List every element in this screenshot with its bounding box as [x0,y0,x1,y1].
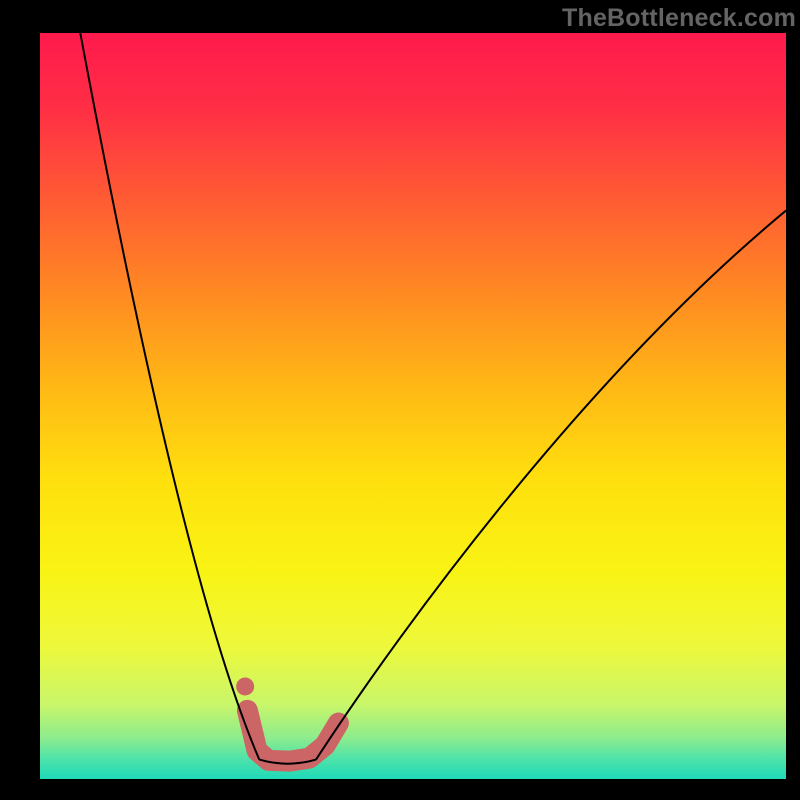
chart-svg [40,33,786,779]
heatmap-gradient-background [40,33,786,779]
plot-area [40,33,786,779]
highlight-dot [236,677,254,695]
watermark-text: TheBottleneck.com [562,4,796,33]
